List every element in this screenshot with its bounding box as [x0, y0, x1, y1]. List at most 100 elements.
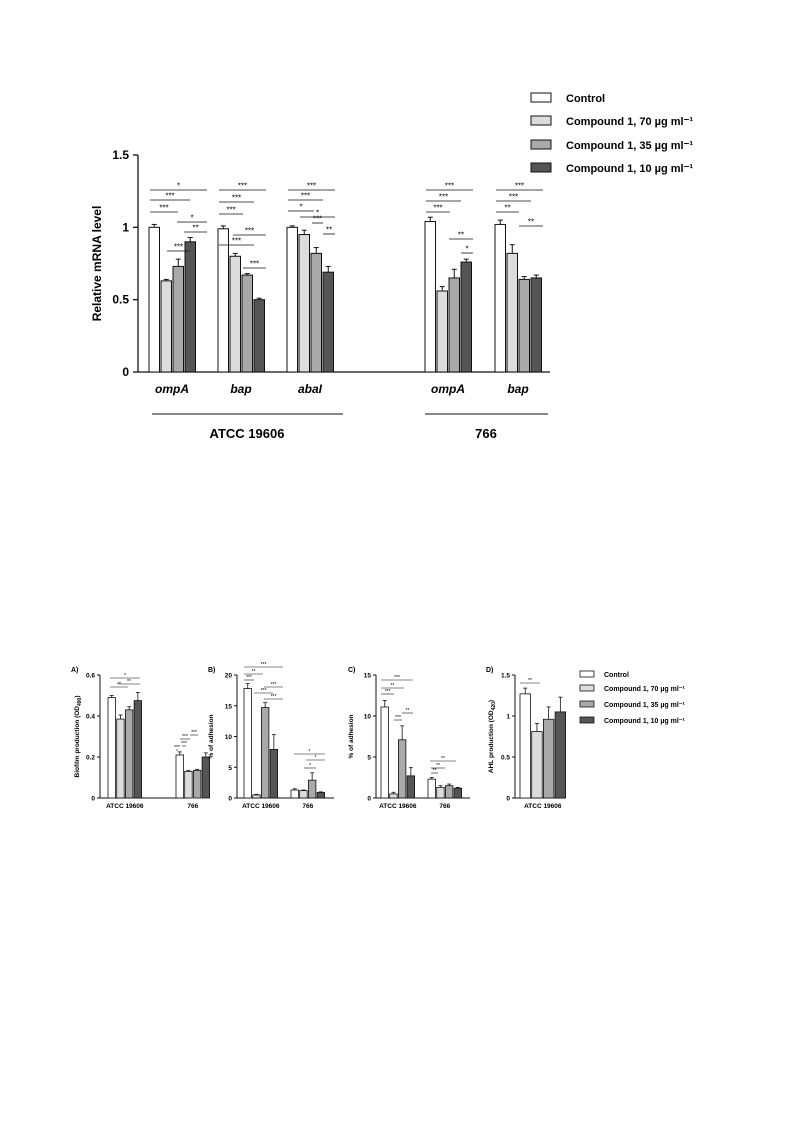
y-tick-label: 0	[367, 796, 371, 803]
significance-label: **	[433, 768, 437, 774]
bar	[175, 754, 184, 799]
bar	[554, 711, 566, 799]
significance-label: ***	[394, 675, 400, 681]
legend-label: Compound 1, 35 µg ml⁻¹	[566, 140, 693, 152]
significance-label: **	[192, 224, 198, 233]
bar	[543, 718, 555, 799]
y-tick-label: 1.5	[112, 148, 129, 162]
significance-label: ***	[439, 193, 448, 202]
legend-label: Compound 1, 70 µg ml⁻¹	[566, 116, 693, 128]
significance-label: ***	[515, 182, 524, 191]
bar	[310, 252, 322, 373]
legend-swatch	[579, 716, 595, 724]
bar	[307, 779, 317, 799]
y-axis-label: Biofilm production (OD490)	[74, 695, 83, 777]
y-tick-label: 0.5	[501, 755, 510, 762]
significance-label: *	[315, 755, 317, 761]
category-label: ATCC 19606	[524, 803, 562, 810]
significance-label: ***	[250, 260, 259, 269]
significance-label: ***	[165, 192, 174, 201]
bar	[299, 790, 308, 799]
significance-label: **	[528, 218, 534, 227]
significance-label: **	[458, 231, 464, 240]
bar	[397, 739, 407, 799]
significance-label: ***	[238, 182, 247, 191]
significance-label: ***	[509, 193, 518, 202]
bar	[201, 756, 211, 799]
bar	[229, 255, 241, 373]
significance-label: ***	[226, 206, 235, 215]
bar	[192, 769, 202, 799]
y-tick-label: 5	[367, 755, 371, 762]
y-tick-label: 20	[225, 673, 233, 680]
bar	[286, 226, 298, 373]
legend-label: Compound 1, 70 µg ml⁻¹	[604, 686, 686, 693]
bar	[298, 234, 310, 373]
bar	[316, 792, 326, 799]
significance-label: ***	[232, 237, 241, 246]
significance-label: **	[406, 708, 410, 714]
significance-label: ***	[307, 182, 316, 191]
bar	[290, 789, 299, 799]
bar	[531, 731, 543, 799]
significance-label: ***	[245, 227, 254, 236]
bar	[424, 221, 436, 373]
y-tick-label: 0	[91, 796, 95, 803]
bar	[530, 277, 542, 373]
significance-label: ***	[385, 689, 391, 695]
y-tick-label: 15	[225, 703, 233, 710]
significance-label: *	[177, 182, 180, 191]
significance-label: ***	[182, 734, 188, 740]
main-legend: Control Compound 1, 70 µg ml⁻¹ Compound 1,…	[530, 92, 693, 175]
significance-label: ***	[271, 682, 277, 688]
significance-label: ***	[433, 204, 442, 213]
group-label: 766	[475, 426, 497, 441]
panel-label: C)	[348, 667, 355, 674]
bar	[453, 787, 463, 799]
panel-label: B)	[208, 667, 215, 674]
significance-label: **	[252, 669, 256, 675]
panel-legend: Control Compound 1, 70 µg ml⁻¹ Compound 1,…	[579, 670, 686, 725]
category-label: abaI	[298, 382, 323, 396]
panel-label: D)	[486, 667, 493, 674]
significance-label: **	[441, 756, 445, 762]
significance-label: ***	[445, 182, 454, 191]
bar	[253, 299, 265, 373]
significance-label: **	[436, 763, 440, 769]
bar	[252, 794, 261, 799]
bar	[217, 228, 229, 373]
category-label: ATCC 19606	[379, 803, 417, 810]
y-axis-label-paren: )	[74, 695, 81, 697]
significance-label: ***	[271, 694, 277, 700]
legend-label: Control	[566, 93, 605, 105]
bar	[184, 770, 193, 799]
y-tick-label: 0	[506, 796, 510, 803]
bar	[448, 277, 460, 373]
y-tick-label: 0.2	[86, 755, 95, 762]
category-label: 766	[187, 803, 198, 810]
y-axis-label: Relative mRNA level	[90, 206, 104, 322]
significance-label: ***	[181, 741, 187, 747]
legend-label: Compound 1, 35 µg ml⁻¹	[604, 702, 686, 709]
category-label: 766	[302, 803, 313, 810]
y-tick-label: 1	[122, 220, 129, 234]
category-label: ompA	[155, 382, 189, 396]
bar	[148, 226, 160, 373]
significance-label: *	[309, 749, 311, 755]
bar	[444, 785, 454, 799]
y-axis-label-subscript: 420	[491, 702, 497, 711]
y-tick-label: 5	[228, 765, 232, 772]
significance-label: **	[127, 679, 131, 685]
category-label: ATCC 19606	[106, 803, 144, 810]
significance-label: *	[309, 763, 311, 769]
bar	[519, 693, 531, 799]
bar	[160, 280, 172, 373]
significance-label: ***	[261, 688, 267, 694]
y-tick-label: 1.5	[501, 673, 510, 680]
significance-label: *	[465, 245, 468, 254]
y-tick-label: 10	[225, 734, 233, 741]
legend-swatch	[579, 684, 595, 692]
